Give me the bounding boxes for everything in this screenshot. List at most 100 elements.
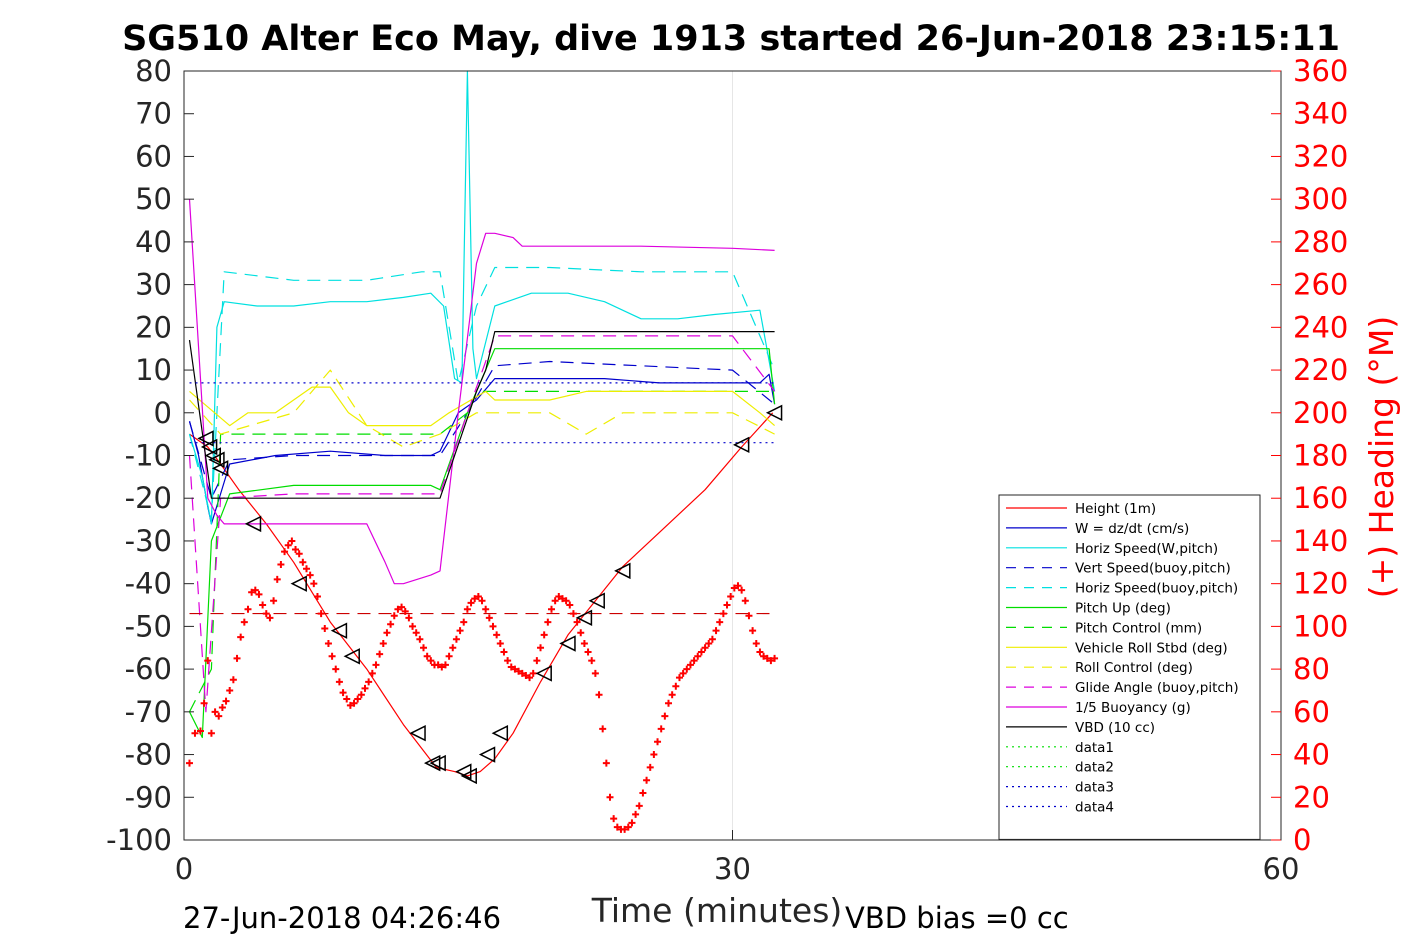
y-tick-label: -70: [125, 695, 172, 729]
heading-point: [317, 610, 325, 618]
heading-point: [551, 597, 559, 605]
heading-point: [277, 560, 285, 568]
heading-point: [452, 635, 460, 643]
heading-point: [302, 565, 310, 573]
y-right-tick-label: 260: [1293, 268, 1348, 302]
heading-point: [591, 669, 599, 677]
heading-point: [665, 699, 673, 707]
heading-point: [427, 657, 435, 665]
height-marker: [211, 460, 229, 477]
legend-entry: data1: [1075, 740, 1114, 756]
heading-point: [562, 597, 570, 605]
heading-point: [200, 699, 208, 707]
heading-point: [248, 588, 256, 596]
heading-point: [474, 592, 482, 600]
heading-point: [438, 663, 446, 671]
heading-point: [383, 629, 391, 637]
x-tick-label: 30: [714, 852, 751, 886]
heading-point: [701, 644, 709, 652]
legend-entry: data2: [1075, 760, 1114, 776]
heading-point: [533, 657, 541, 665]
y-tick-label: 50: [135, 182, 172, 216]
heading-point: [763, 654, 771, 662]
heading-point: [730, 584, 738, 592]
y-tick-label: -10: [125, 439, 172, 473]
height-marker: [290, 575, 307, 592]
heading-point: [526, 674, 534, 682]
heading-point: [547, 605, 555, 613]
heading-point: [310, 580, 318, 588]
heading-point: [409, 622, 417, 630]
heading-point: [558, 595, 566, 603]
height-marker: [197, 430, 214, 447]
axes: 80706050403020100-10-20-30-40-50-60-70-8…: [106, 54, 1348, 886]
height-marker: [330, 622, 348, 639]
series-line-11: [188, 199, 775, 585]
heading-point: [299, 558, 307, 566]
series-line-1: [189, 412, 774, 777]
heading-point: [500, 648, 508, 656]
heading-point: [511, 665, 519, 673]
heading-point: [270, 597, 278, 605]
heading-point: [738, 586, 746, 594]
heading-point: [376, 650, 384, 658]
heading-point: [324, 639, 332, 647]
legend-entry: Vert Speed(buoy,pitch): [1075, 561, 1231, 577]
y-right-axis-label: (+) Heading (°M): [1362, 316, 1401, 598]
heading-point: [237, 633, 245, 641]
y-right-tick-label: 200: [1293, 396, 1348, 430]
heading-point: [518, 669, 526, 677]
heading-point: [639, 789, 647, 797]
heading-point: [350, 699, 358, 707]
heading-point: [251, 586, 259, 594]
y-tick-label: 20: [135, 310, 172, 344]
heading-point: [215, 712, 223, 720]
heading-point: [211, 708, 219, 716]
legend-entry: Height (1m): [1075, 501, 1156, 517]
legend-entry: Pitch Up (deg): [1075, 601, 1171, 617]
y-tick-label: 60: [135, 139, 172, 173]
y-right-tick-label: 240: [1293, 310, 1348, 344]
heading-point: [540, 631, 548, 639]
heading-point: [339, 689, 347, 697]
series-line-7: [188, 390, 775, 713]
heading-point: [365, 678, 373, 686]
heading-point: [240, 618, 248, 626]
heading-point: [613, 823, 621, 831]
heading-point: [390, 612, 398, 620]
heading-point: [719, 610, 727, 618]
height-marker: [244, 515, 262, 533]
heading-point: [354, 695, 362, 703]
heading-point: [379, 639, 387, 647]
heading-point: [204, 657, 212, 665]
heading-point: [595, 691, 603, 699]
heading-point: [628, 819, 636, 827]
y-tick-label: 10: [135, 353, 172, 387]
heading-point: [654, 738, 662, 746]
heading-point: [690, 657, 698, 665]
heading-point: [288, 537, 296, 545]
y-right-tick-label: 80: [1293, 652, 1330, 686]
heading-point: [295, 550, 303, 558]
heading-point: [573, 618, 581, 626]
heading-point: [716, 618, 724, 626]
series-line-9: [189, 369, 775, 448]
legend-entry: Horiz Speed(buoy,pitch): [1075, 581, 1238, 597]
heading-point: [434, 661, 442, 669]
height-marker: [409, 724, 426, 742]
legend: Height (1m) W = dz/dt (cm/s) Horiz Speed(W…: [998, 494, 1261, 840]
legend-entry: data3: [1075, 780, 1114, 796]
y-right-tick-label: 360: [1293, 54, 1348, 88]
heading-point: [504, 657, 512, 665]
heading-point: [346, 701, 354, 709]
heading-point: [672, 682, 680, 690]
heading-point: [405, 614, 413, 622]
heading-point: [712, 627, 720, 635]
heading-point: [621, 825, 629, 833]
heading-point: [544, 618, 552, 626]
heading-point: [372, 661, 380, 669]
y-tick-label: -50: [125, 609, 172, 643]
heading-point: [771, 654, 779, 662]
vbd-bias-label: VBD bias =0 cc: [845, 901, 1069, 935]
heading-point: [416, 635, 424, 643]
